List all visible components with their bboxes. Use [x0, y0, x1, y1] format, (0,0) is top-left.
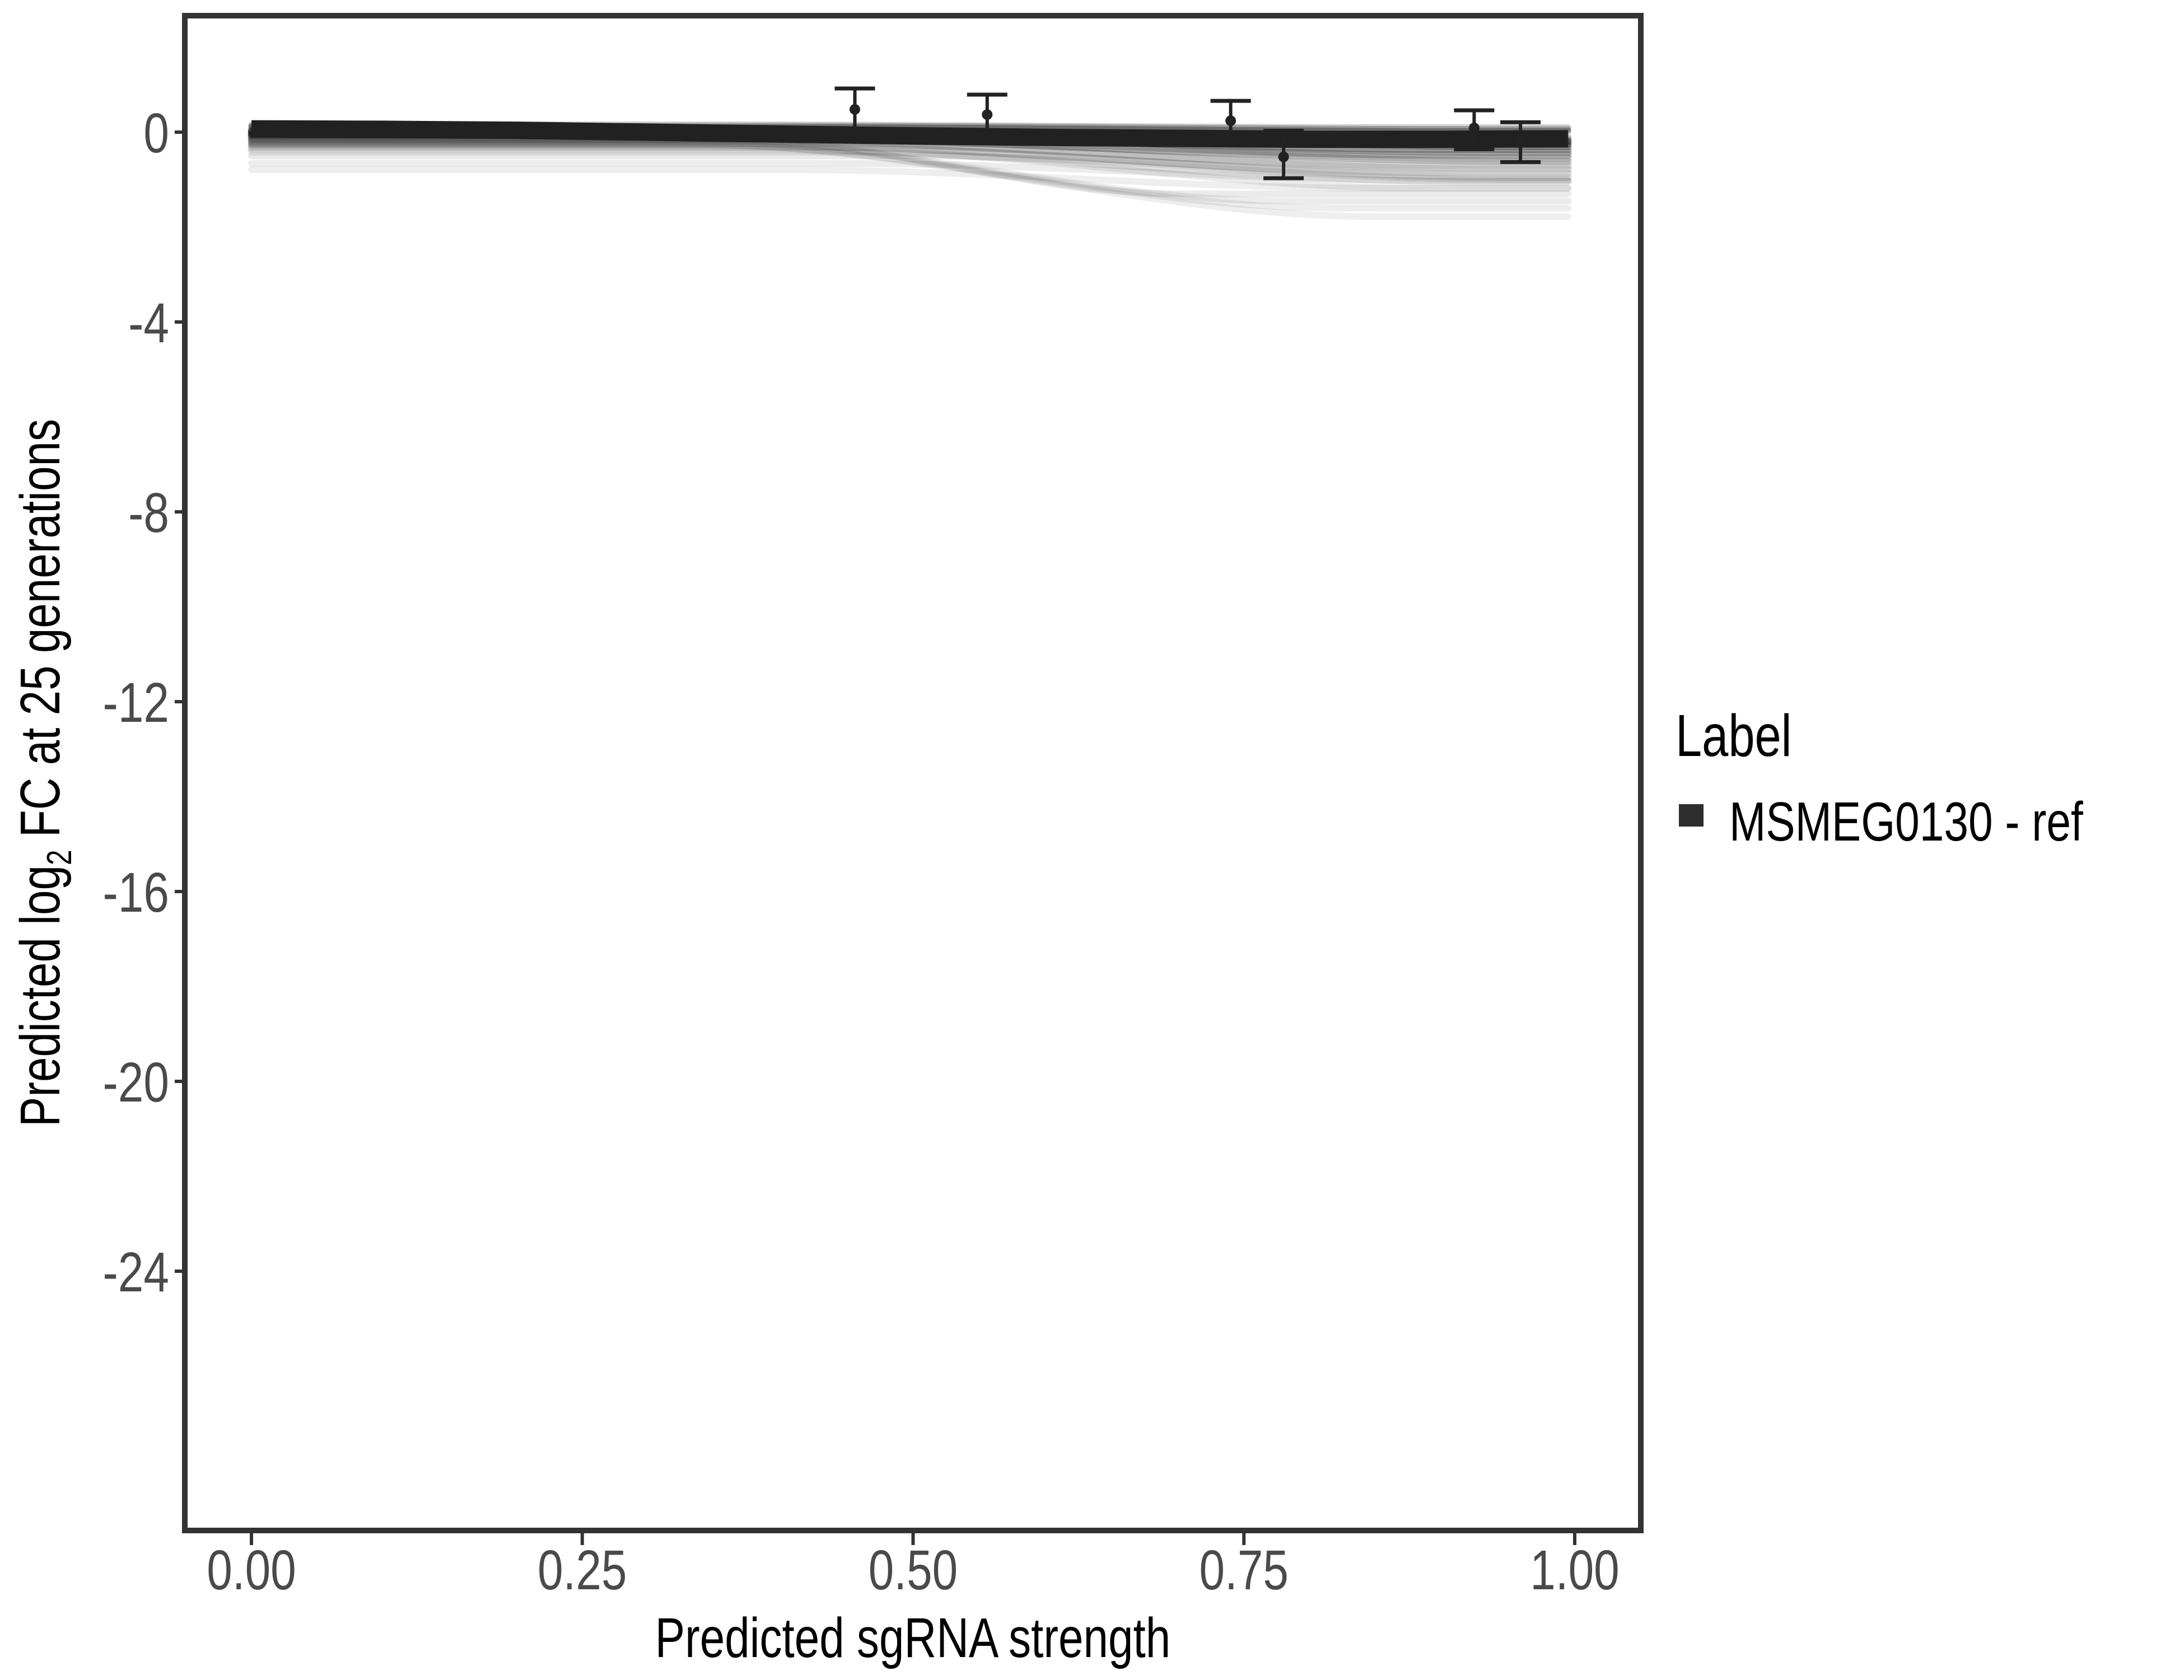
legend-title: Label	[1676, 703, 1792, 769]
data-point	[1468, 122, 1480, 133]
data-point	[982, 109, 993, 120]
x-tick-label: 0.50	[869, 1539, 958, 1602]
data-point	[1225, 115, 1236, 127]
legend-item-label: MSMEG0130 - ref	[1729, 791, 2083, 852]
y-tick-label: -20	[102, 1051, 169, 1114]
sample-curve	[248, 139, 1572, 204]
x-axis-title: Predicted sgRNA strength	[655, 1607, 1171, 1669]
y-tick-label: 0	[143, 102, 169, 165]
sample-curve	[248, 139, 1572, 173]
sample-curve	[248, 148, 1572, 192]
ref-curve	[251, 120, 1569, 148]
y-axis-title: Predicted log2 FC at 25 generations	[9, 419, 79, 1127]
y-tick-label: -24	[102, 1241, 169, 1304]
sample-curve	[248, 160, 1572, 184]
y-tick-label: -8	[128, 482, 169, 544]
x-tick-label: 0.25	[538, 1539, 627, 1602]
y-tick-label: -12	[102, 671, 169, 734]
legend-key-swatch	[1679, 804, 1704, 827]
data-point	[1278, 151, 1289, 162]
y-axis-title-text-2: FC at 25 generations	[9, 419, 72, 850]
x-tick-label: 0.00	[207, 1539, 296, 1602]
y-tick-label: -4	[128, 292, 169, 354]
data-point	[1515, 137, 1526, 148]
data-point	[850, 104, 861, 115]
sample-curve	[248, 141, 1572, 220]
sample-curve	[248, 141, 1572, 212]
sample-curve	[248, 142, 1572, 177]
y-axis-title-subscript: 2	[40, 850, 79, 865]
sample-curve	[248, 143, 1572, 181]
sample-curve	[248, 146, 1572, 185]
sample-curve	[248, 166, 1572, 192]
y-tick-label: -16	[102, 861, 169, 924]
y-axis-title-text: Predicted log	[9, 865, 72, 1127]
x-tick-label: 1.00	[1530, 1539, 1620, 1602]
panel-border	[182, 13, 1644, 1533]
sample-curve	[248, 152, 1572, 183]
sample-curve	[248, 136, 1572, 198]
x-tick-label: 0.75	[1199, 1539, 1289, 1602]
